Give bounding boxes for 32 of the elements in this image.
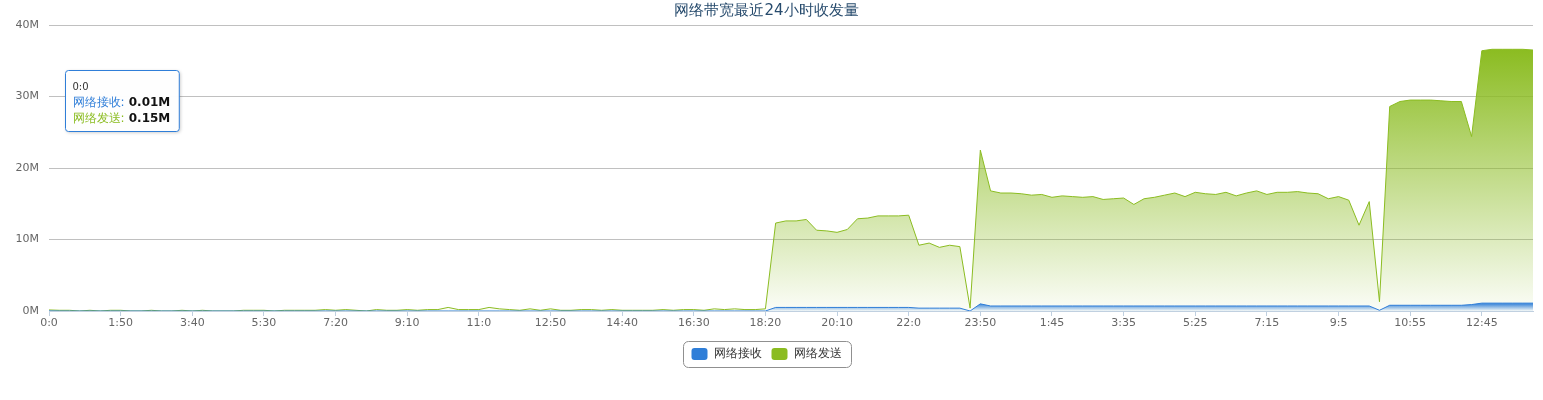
y-tick-label: 40M bbox=[15, 17, 39, 31]
y-tick-label: 20M bbox=[15, 160, 39, 174]
annotation: 网络发送: 0.15M bbox=[72, 110, 171, 125]
x-tick-label: 23:50 bbox=[964, 316, 997, 330]
x-tick-label: 7:15 bbox=[1254, 316, 1280, 330]
x-tick-label: 1:50 bbox=[108, 316, 133, 330]
x-tick-label: 20:10 bbox=[821, 316, 853, 330]
chart-title: 网络带宽最近24小时收发量 bbox=[674, 0, 859, 19]
legend-label: 网络发送 bbox=[793, 346, 842, 361]
x-tick-label: 11:0 bbox=[466, 316, 492, 330]
x-tick-label: 9:10 bbox=[394, 316, 420, 330]
x-tick-label: 9:5 bbox=[1329, 316, 1348, 330]
x-tick-label: 18:20 bbox=[749, 316, 782, 330]
x-tick-label: 16:30 bbox=[677, 316, 710, 330]
x-tick-label: 3:40 bbox=[179, 316, 205, 330]
x-tick-label: 1:45 bbox=[1039, 316, 1065, 330]
x-tick-label: 10:55 bbox=[1394, 316, 1427, 330]
annotation: 网络接收: 0.01M bbox=[72, 94, 171, 109]
x-tick-label: 0:0 bbox=[40, 316, 58, 330]
y-tick-label: 10M bbox=[15, 232, 39, 246]
x-tick-label: 5:25 bbox=[1182, 316, 1208, 330]
annotation: 0:0 bbox=[72, 80, 89, 92]
y-tick-label: 30M bbox=[15, 89, 39, 103]
x-tick-label: 12:50 bbox=[534, 316, 567, 330]
x-tick-label: 5:30 bbox=[251, 316, 277, 330]
x-tick-label: 22:0 bbox=[896, 316, 922, 330]
y-tick-label: 0M bbox=[22, 303, 39, 317]
x-tick-label: 3:35 bbox=[1111, 316, 1136, 330]
legend-label: 网络接收 bbox=[713, 346, 762, 361]
x-tick-label: 12:45 bbox=[1465, 316, 1498, 330]
x-tick-label: 7:20 bbox=[323, 316, 348, 330]
x-tick-label: 14:40 bbox=[606, 316, 638, 330]
